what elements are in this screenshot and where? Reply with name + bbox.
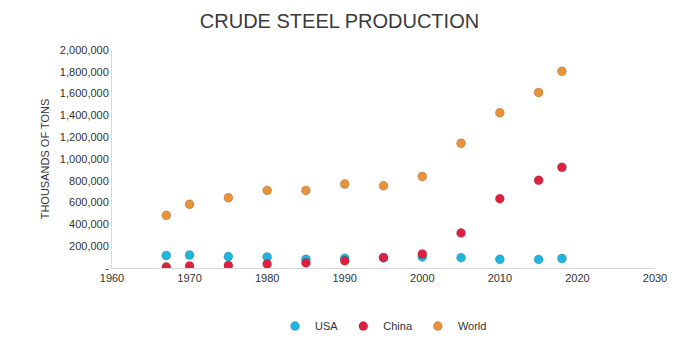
svg-text:1,000,000: 1,000,000 [60,153,109,165]
svg-text:200,000: 200,000 [69,240,109,252]
svg-text:800,000: 800,000 [69,175,109,187]
svg-text:CRUDE STEEL PRODUCTION: CRUDE STEEL PRODUCTION [200,10,479,32]
svg-text:1,600,000: 1,600,000 [60,87,109,99]
svg-text:THOUSANDS OF TONS: THOUSANDS OF TONS [39,99,51,220]
svg-text:1,200,000: 1,200,000 [60,131,109,143]
svg-text:1990: 1990 [332,272,356,284]
svg-text:2020: 2020 [565,272,589,284]
svg-text:World: World [458,320,487,332]
svg-text:1980: 1980 [255,272,279,284]
svg-text:2030: 2030 [643,272,667,284]
svg-text:-: - [105,262,109,274]
svg-text:1960: 1960 [100,272,124,284]
svg-text:400,000: 400,000 [69,218,109,230]
svg-text:1,800,000: 1,800,000 [60,66,109,78]
svg-text:600,000: 600,000 [69,196,109,208]
svg-text:1,400,000: 1,400,000 [60,109,109,121]
svg-text:2000: 2000 [410,272,434,284]
svg-text:2010: 2010 [488,272,512,284]
svg-text:China: China [383,320,413,332]
svg-text:2,000,000: 2,000,000 [60,44,109,56]
svg-text:USA: USA [315,320,338,332]
svg-text:1970: 1970 [177,272,201,284]
